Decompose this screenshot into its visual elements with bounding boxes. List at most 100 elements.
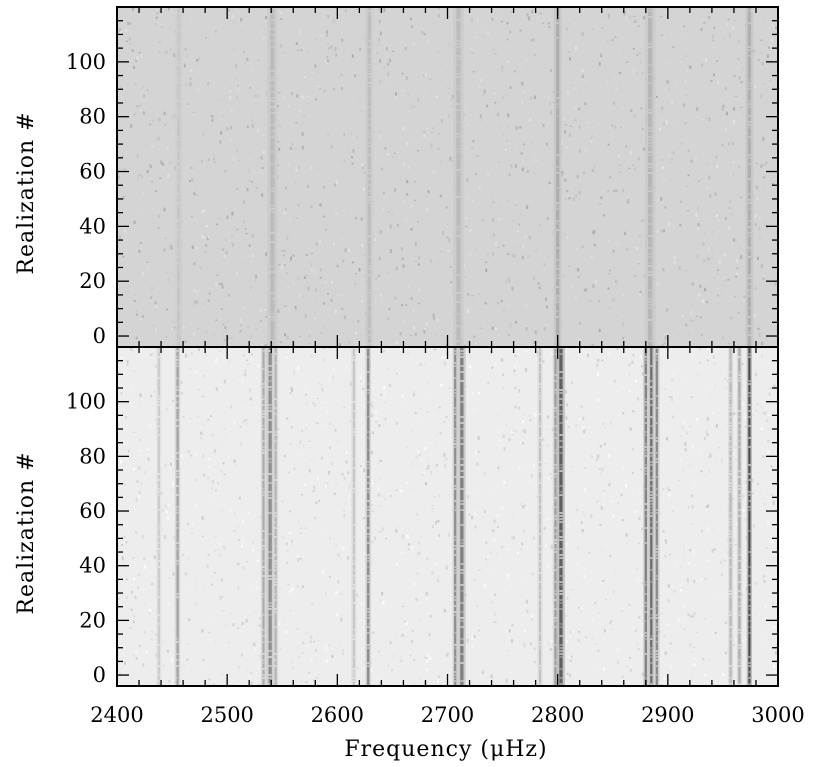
ridge-speck	[367, 626, 370, 628]
noise-speck	[167, 410, 170, 414]
ridge-speck	[460, 365, 464, 367]
noise-speck	[310, 458, 313, 462]
ridge-speck	[738, 581, 741, 583]
noise-speck	[721, 106, 724, 111]
ridge-speck	[176, 389, 179, 391]
noise-speck	[589, 589, 592, 594]
noise-speck	[506, 110, 509, 114]
noise-speck	[302, 182, 305, 184]
noise-speck	[681, 315, 684, 317]
noise-speck	[440, 309, 443, 313]
noise-speck	[144, 630, 147, 634]
noise-speck	[375, 234, 378, 238]
y-tick-label: 100	[66, 50, 106, 74]
noise-speck	[424, 447, 427, 451]
ridge-speck	[454, 413, 457, 415]
noise-speck	[369, 418, 372, 420]
noise-speck	[577, 275, 580, 279]
noise-speck	[194, 479, 197, 481]
noise-speck	[704, 673, 707, 676]
noise-speck	[222, 453, 225, 455]
noise-speck	[722, 441, 724, 445]
noise-speck	[253, 206, 256, 210]
noise-speck	[656, 96, 658, 98]
y-tick-label: 0	[93, 324, 106, 348]
noise-speck	[550, 639, 553, 642]
ridge-speck	[650, 500, 653, 502]
noise-speck	[762, 412, 765, 414]
noise-speck	[322, 302, 325, 305]
noise-speck	[322, 359, 325, 362]
ridge-speck	[177, 79, 181, 81]
noise-speck	[601, 549, 604, 552]
noise-speck	[633, 113, 636, 118]
noise-speck	[197, 327, 199, 330]
ridge-speck	[454, 566, 457, 568]
ridge-speck	[270, 190, 275, 192]
noise-speck	[363, 36, 366, 39]
noise-speck	[469, 355, 472, 359]
noise-speck	[624, 160, 627, 163]
noise-speck	[468, 365, 471, 369]
ridge-speck	[456, 235, 461, 237]
ridge-speck	[274, 584, 277, 586]
ridge-speck	[262, 479, 265, 481]
ridge-speck	[177, 64, 181, 66]
noise-speck	[247, 325, 250, 328]
noise-speck	[200, 160, 203, 163]
noise-speck	[542, 22, 545, 25]
noise-speck	[375, 415, 378, 419]
ridge-speck	[460, 626, 464, 628]
noise-speck	[389, 641, 392, 645]
ridge-speck	[729, 404, 732, 406]
ridge-speck	[650, 398, 653, 400]
noise-speck	[679, 224, 681, 226]
noise-speck	[304, 572, 307, 575]
noise-speck	[562, 277, 565, 279]
noise-speck	[603, 426, 606, 429]
noise-speck	[425, 668, 428, 672]
noise-speck	[546, 305, 549, 309]
ridge-speck	[538, 560, 542, 562]
ridge-speck	[729, 470, 732, 472]
ridge-speck	[538, 395, 542, 397]
ridge-speck	[454, 488, 457, 490]
ridge-speck	[538, 470, 542, 472]
noise-speck	[142, 663, 145, 667]
ridge-speck	[454, 395, 457, 397]
noise-speck	[694, 156, 697, 161]
noise-speck	[210, 227, 213, 231]
noise-speck	[317, 85, 320, 87]
noise-speck	[207, 158, 210, 161]
ridge-speck	[738, 470, 741, 472]
noise-speck	[141, 315, 144, 318]
noise-speck	[308, 334, 311, 338]
noise-speck	[229, 89, 232, 93]
noise-speck	[322, 348, 325, 350]
ridge-speck	[176, 473, 179, 475]
noise-speck	[694, 101, 697, 104]
noise-speck	[426, 660, 429, 663]
noise-speck	[204, 354, 207, 357]
ridge-speck	[559, 575, 563, 577]
noise-speck	[223, 546, 226, 551]
noise-speck	[592, 407, 594, 409]
noise-speck	[233, 529, 236, 532]
noise-speck	[237, 501, 240, 503]
noise-speck	[753, 524, 756, 528]
noise-speck	[258, 654, 261, 659]
ridge-speck	[538, 425, 542, 427]
ridge-speck	[747, 256, 751, 258]
noise-speck	[248, 674, 251, 678]
noise-speck	[392, 50, 394, 52]
noise-speck	[581, 608, 584, 611]
noise-speck	[614, 125, 617, 129]
ridge-speck	[559, 494, 563, 496]
noise-speck	[502, 244, 505, 247]
ridge-speck	[648, 304, 653, 306]
noise-speck	[692, 483, 695, 487]
ridge-speck	[176, 452, 179, 454]
noise-speck	[708, 392, 711, 394]
ridge-speck	[748, 614, 751, 616]
noise-speck	[590, 136, 592, 139]
